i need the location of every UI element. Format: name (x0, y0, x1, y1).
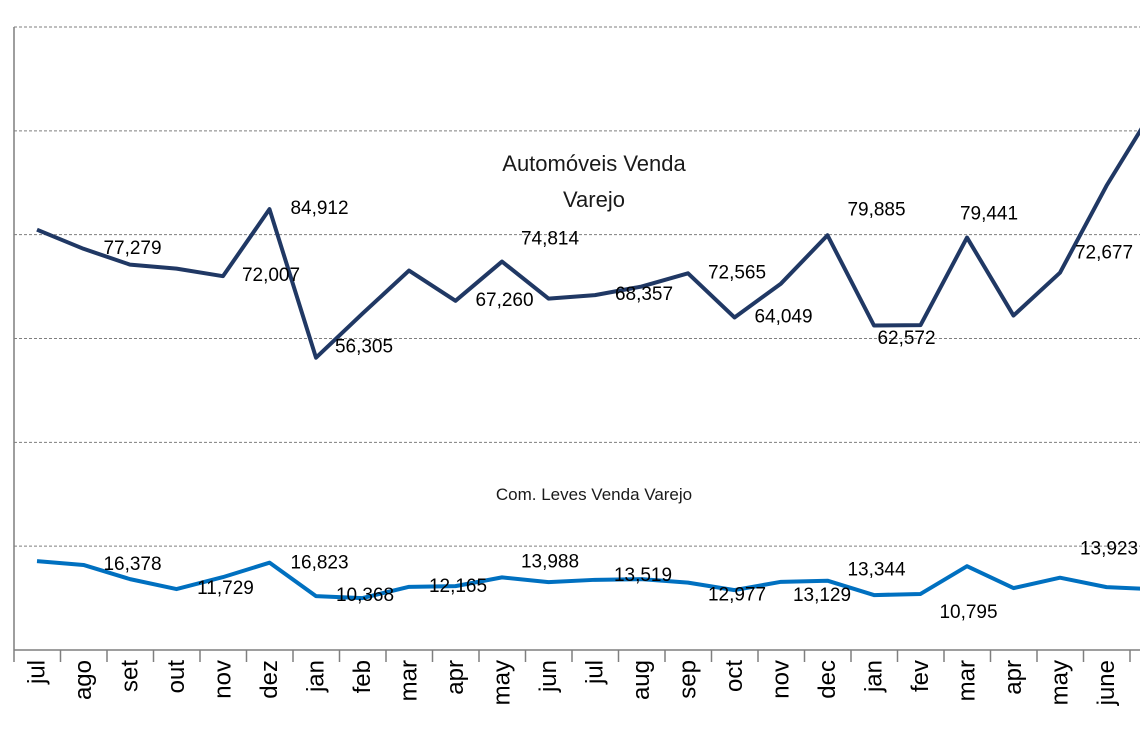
x-tick-label: jan (860, 660, 887, 693)
x-tick-label: sep (674, 660, 701, 699)
x-tick-label: ago (70, 660, 97, 700)
data-label: 67,260 (475, 290, 533, 311)
x-tick-label: apr (1000, 660, 1027, 695)
x-tick-label: mar (395, 660, 422, 701)
data-label: 12,165 (429, 576, 487, 597)
data-label: 62,572 (877, 328, 935, 349)
x-tick-label: nov (767, 660, 794, 699)
x-tick-label: jan (302, 660, 329, 693)
x-tick-label: jul (581, 660, 608, 685)
data-label: 72,565 (708, 262, 766, 283)
x-tick-label: out (163, 660, 190, 694)
data-label: 77,279 (103, 238, 161, 259)
data-label: 72,677 (1075, 243, 1133, 264)
data-label: 79,441 (960, 204, 1018, 225)
data-label: 13,129 (793, 585, 851, 606)
data-label: 68,357 (615, 284, 673, 305)
data-label: 56,305 (335, 337, 393, 358)
data-label: 74,814 (521, 229, 580, 250)
x-tick-label: oct (721, 660, 748, 692)
series-line (36, 127, 1140, 360)
data-label: 10,795 (939, 602, 997, 623)
data-label: 72,007 (242, 265, 300, 286)
x-tick-label: may (488, 660, 515, 705)
series-annotation: Com. Leves Venda Varejo (495, 485, 693, 504)
data-label: 12,977 (708, 585, 766, 606)
x-tick-label: apr (442, 660, 469, 695)
data-label: 84,912 (290, 198, 348, 219)
x-tick-label: jun (535, 660, 562, 693)
data-label: 16,823 (290, 553, 348, 574)
x-tick-label: dez (256, 660, 283, 699)
data-label: 11,729 (197, 578, 254, 599)
x-tick-label: aug (628, 660, 655, 700)
data-label: 13,344 (847, 560, 906, 581)
x-tick-label: dec (814, 660, 841, 699)
x-tick-label: feb (349, 660, 376, 693)
data-label: 10,368 (336, 585, 394, 606)
x-tick-label: mar (953, 660, 980, 701)
x-tick-label: fev (907, 660, 934, 692)
x-tick-label: may (1046, 660, 1073, 705)
data-label: 64,049 (754, 306, 812, 327)
data-label: 16,378 (103, 554, 161, 575)
x-tick-label: set (116, 660, 143, 692)
series-annotation: Automóveis Venda Varejo (502, 151, 686, 212)
data-label: 13,923 (1080, 539, 1138, 560)
x-tick-label: jul (23, 660, 50, 685)
x-tick-label: nov (209, 660, 236, 699)
data-label: 79,885 (847, 199, 905, 220)
data-label: 13,519 (614, 565, 672, 586)
data-label: 13,988 (521, 551, 579, 572)
x-tick-label: june (1093, 660, 1120, 706)
series-line (36, 559, 1140, 601)
